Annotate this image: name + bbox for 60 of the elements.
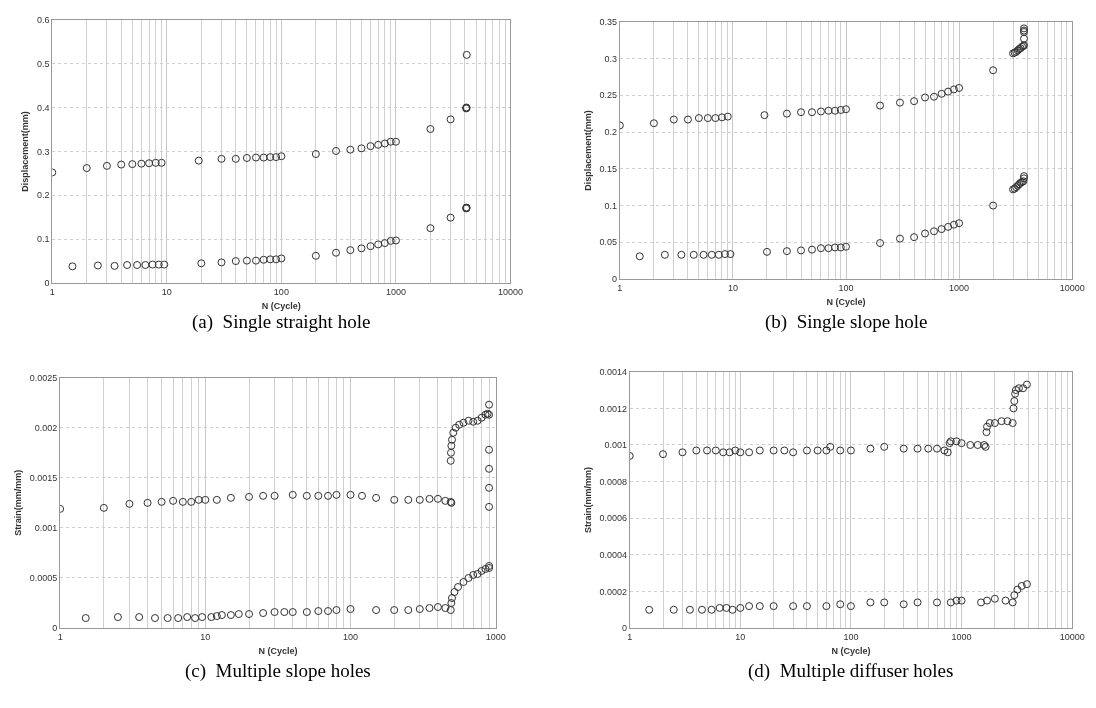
text: (d) Multiple diffuser holes <box>748 660 954 682</box>
x-tick-label: 1000 <box>485 631 506 642</box>
y-axis-title: Strain(mm/mm) <box>13 469 24 536</box>
y-tick-label: 0 <box>612 274 618 285</box>
y-tick-label: 0.35 <box>599 16 618 27</box>
y-tick-label: 0.3 <box>604 53 618 64</box>
x-axis-title: N (Cycle) <box>258 645 298 656</box>
y-tick-label: 0.0025 <box>29 372 58 383</box>
y-tick-label: 0.6 <box>36 14 50 25</box>
y-tick-label: 0.0012 <box>599 403 627 414</box>
y-tick-label: 0 <box>621 623 627 634</box>
x-tick-label: 1000 <box>951 631 972 642</box>
x-tick-label: 10 <box>161 286 172 297</box>
x-tick-label: 1 <box>57 631 63 642</box>
x-tick-label: 10 <box>727 282 738 293</box>
text: (a) Single straight hole <box>192 311 371 333</box>
y-tick-label: 0.0002 <box>599 586 627 597</box>
x-tick-label: 10 <box>200 631 211 642</box>
y-tick-label: 0.2 <box>604 127 618 138</box>
x-tick-label: 10000 <box>1059 282 1085 293</box>
y-tick-label: 0.1 <box>36 234 50 245</box>
y-tick-label: 0.001 <box>34 523 58 534</box>
x-tick-label: 100 <box>273 286 289 297</box>
y-axis-title: Strain(mm/mm) <box>582 466 593 533</box>
x-tick-label: 100 <box>843 631 859 642</box>
x-tick-label: 1 <box>617 282 623 293</box>
y-tick-label: 0.0008 <box>599 476 627 487</box>
y-tick-label: 0.0006 <box>599 513 627 524</box>
x-tick-label: 1000 <box>385 286 406 297</box>
y-tick-label: 0.1 <box>604 200 618 211</box>
x-tick-label: 1 <box>627 631 633 642</box>
x-tick-label: 1 <box>49 286 55 297</box>
text: (b) Single slope hole <box>765 311 928 333</box>
y-axis-title: Displacement(mm) <box>582 110 593 191</box>
x-axis-title: N (Cycle) <box>831 645 871 656</box>
y-tick-label: 0.4 <box>36 102 50 113</box>
x-axis-title: N (Cycle) <box>826 296 866 307</box>
text: (c) Multiple slope holes <box>185 660 371 682</box>
y-tick-label: 0.15 <box>599 163 618 174</box>
y-tick-label: 0.0015 <box>29 472 58 483</box>
x-tick-label: 1000 <box>949 282 970 293</box>
y-tick-label: 0 <box>44 278 50 289</box>
y-tick-label: 0.25 <box>599 90 618 101</box>
x-tick-label: 10 <box>735 631 746 642</box>
y-tick-label: 0.0004 <box>599 549 627 560</box>
y-tick-label: 0.05 <box>599 237 618 248</box>
x-axis-title: N (Cycle) <box>261 300 301 311</box>
y-tick-label: 0.2 <box>36 190 50 201</box>
x-tick-label: 10000 <box>1059 631 1085 642</box>
y-tick-label: 0.5 <box>36 58 50 69</box>
y-tick-label: 0 <box>52 623 58 634</box>
y-tick-label: 0.001 <box>604 440 627 451</box>
y-tick-label: 0.0014 <box>599 366 627 377</box>
y-tick-label: 0.002 <box>34 422 58 433</box>
x-tick-label: 100 <box>343 631 359 642</box>
y-axis-title: Displacement(mm) <box>20 111 31 192</box>
y-tick-label: 0.0005 <box>29 573 58 584</box>
x-tick-label: 100 <box>838 282 854 293</box>
y-tick-label: 0.3 <box>36 146 50 157</box>
x-tick-label: 10000 <box>497 286 523 297</box>
